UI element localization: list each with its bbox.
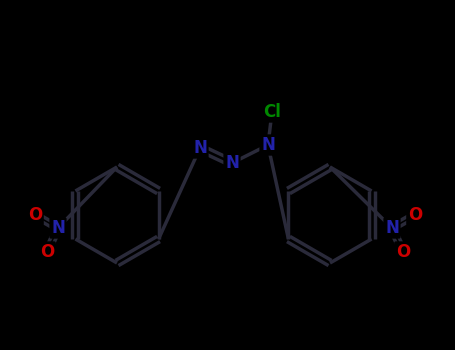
Text: O: O xyxy=(28,206,42,224)
Text: N: N xyxy=(261,136,275,154)
Text: O: O xyxy=(408,206,422,224)
Text: O: O xyxy=(40,243,54,261)
Text: Cl: Cl xyxy=(263,103,281,121)
Text: N: N xyxy=(51,219,65,237)
Text: N: N xyxy=(385,219,399,237)
Text: N: N xyxy=(193,139,207,157)
Text: N: N xyxy=(225,154,239,172)
Text: O: O xyxy=(396,243,410,261)
